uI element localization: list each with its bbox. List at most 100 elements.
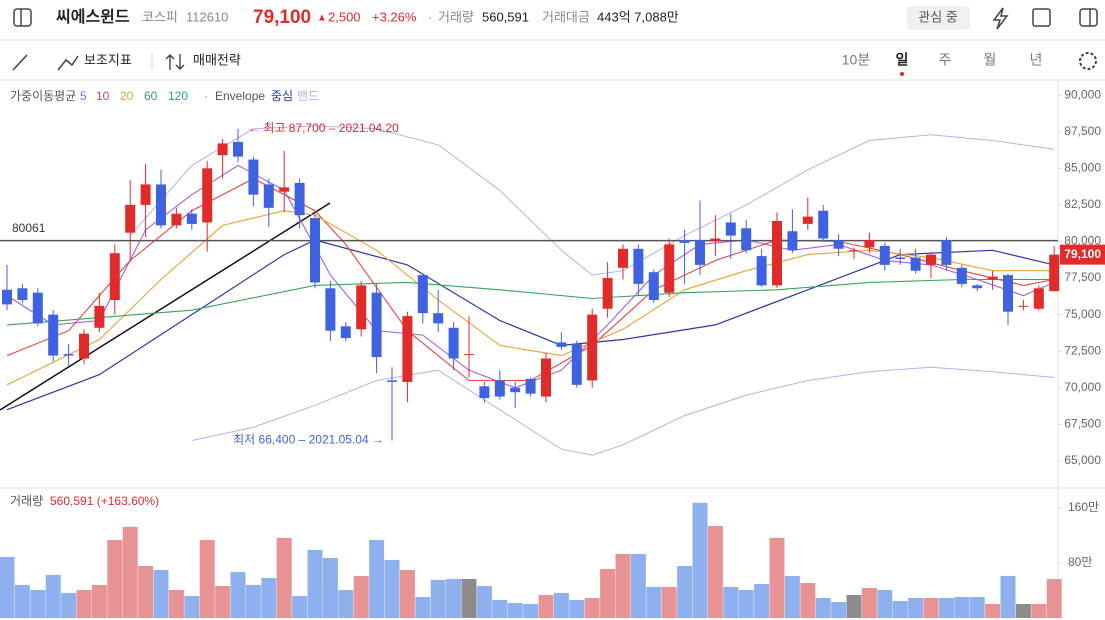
volume-bar	[584, 597, 600, 618]
draw-tool[interactable]	[12, 54, 28, 71]
volume-bar	[877, 589, 893, 618]
volume-bar	[692, 502, 708, 618]
candle-body	[787, 231, 798, 251]
period[interactable]: 년	[1030, 52, 1043, 68]
up-arrow: ▲	[317, 13, 327, 24]
volume-bar	[107, 539, 123, 618]
volume-bar	[861, 587, 877, 618]
candle-body	[417, 275, 428, 314]
volume-bar	[985, 603, 1001, 618]
candle-body	[448, 327, 459, 359]
volume-bar	[954, 597, 970, 618]
moving-average	[6, 278, 1055, 326]
strategy-icon[interactable]	[165, 54, 185, 70]
candle-body	[325, 288, 336, 331]
period[interactable]: 일	[896, 52, 909, 68]
candle-body	[340, 326, 351, 339]
candle-body	[710, 238, 721, 242]
strategy[interactable]: 매매전략	[193, 52, 241, 67]
volume-bar	[353, 575, 369, 618]
price-tag	[1060, 244, 1105, 265]
indicator-icon[interactable]	[57, 55, 79, 71]
amount-label: 거래대금	[542, 9, 590, 24]
candle-body	[602, 278, 613, 309]
envelope-lower	[191, 366, 1055, 456]
period[interactable]: 주	[939, 52, 952, 68]
change: 2,500	[328, 9, 361, 24]
volume-bar	[307, 549, 323, 618]
volume-tick-label: 160만	[1068, 500, 1099, 514]
edit-icon[interactable]	[1032, 8, 1051, 27]
volume-bar	[938, 597, 954, 618]
price: 79,100	[253, 7, 311, 28]
volume-bar	[507, 602, 523, 618]
volume-bar	[122, 526, 138, 618]
volume-bar	[446, 578, 462, 618]
y-tick-label: 77,500	[1064, 270, 1101, 284]
volume-bar	[230, 571, 246, 618]
candle-body	[48, 314, 59, 356]
volume-bar	[91, 584, 107, 618]
candle-body	[140, 184, 151, 205]
candle-body	[987, 276, 998, 280]
volume-bar	[1031, 603, 1047, 618]
candle-body	[371, 292, 382, 358]
candle-body	[464, 354, 474, 356]
volume-bar	[846, 594, 862, 618]
volume-bar	[276, 537, 292, 618]
candle-body	[1049, 254, 1060, 292]
settings-icon[interactable]	[1079, 52, 1097, 70]
candle-body	[1018, 305, 1029, 307]
candle-body	[156, 184, 166, 226]
volume-bar	[45, 574, 61, 618]
candle-body	[202, 168, 213, 223]
volume-bar	[553, 592, 569, 618]
candle-body	[633, 248, 644, 284]
market: 코스피	[142, 9, 178, 24]
volume-bar	[738, 589, 754, 618]
watch-button[interactable]	[907, 6, 970, 30]
volume-bar	[476, 586, 492, 618]
volume-bar	[707, 525, 723, 618]
candle-body	[79, 333, 89, 359]
volume-bar	[153, 569, 169, 618]
moving-average	[6, 164, 1055, 389]
volume-bar	[523, 603, 539, 618]
candle-body	[956, 267, 967, 284]
candle-body	[926, 254, 936, 265]
candle-body	[541, 358, 551, 397]
period[interactable]: 월	[984, 52, 997, 68]
volume-bar	[322, 557, 338, 618]
sidebar-icon[interactable]	[13, 8, 32, 27]
candle-body	[171, 213, 182, 226]
volume-bar	[1015, 603, 1031, 618]
amount: 443억 7,088만	[597, 9, 679, 24]
candle-body	[849, 250, 859, 252]
dot: ·	[428, 9, 432, 24]
price-tag-label: 79,100	[1064, 247, 1101, 261]
legend-dot: ·	[204, 89, 208, 103]
indicators[interactable]: 보조지표	[84, 52, 132, 67]
volume-bar	[168, 589, 184, 618]
volume-bar	[831, 601, 847, 618]
volume-bar	[969, 597, 985, 618]
y-tick-label: 90,000	[1064, 87, 1101, 101]
period[interactable]: 10분	[842, 52, 871, 68]
candle-body	[479, 386, 490, 399]
volume-bar	[800, 582, 816, 618]
volume-bar	[538, 594, 554, 618]
panel-icon[interactable]	[1079, 8, 1098, 27]
candle-body	[695, 240, 705, 265]
flash-icon[interactable]	[992, 7, 1009, 30]
volume-bar	[369, 539, 385, 618]
volume-title: 거래량	[10, 494, 43, 508]
legend-entry: 5	[80, 89, 87, 103]
legend-entry: 60	[144, 89, 158, 103]
annotation: ← 최고 87,700 – 2021.04.20	[248, 121, 399, 135]
candle-body	[1003, 275, 1013, 312]
volume-bar	[892, 601, 908, 618]
volume-bar	[461, 578, 477, 618]
y-tick-label: 85,000	[1064, 160, 1101, 174]
candle-body	[356, 285, 367, 330]
